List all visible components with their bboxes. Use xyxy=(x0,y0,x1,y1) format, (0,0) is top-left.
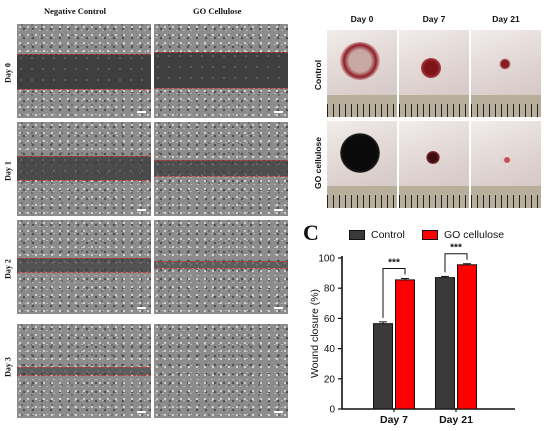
micrograph-go-cellulose-day-3 xyxy=(154,324,288,418)
column-header-go-cellulose: GO Cellulose xyxy=(193,6,242,16)
scale-bar xyxy=(137,411,146,413)
micrograph-control-day-0 xyxy=(17,24,151,118)
row-label-control: Control xyxy=(313,59,323,91)
bar-control-day-7 xyxy=(373,323,393,410)
micrograph-control-day-1 xyxy=(17,122,151,216)
bar-control-day-21 xyxy=(435,277,455,410)
micrograph-control-day-3 xyxy=(17,324,151,418)
legend-label-go-cellulose: GO cellulose xyxy=(444,229,505,241)
panel-letter-c: C xyxy=(303,220,319,245)
significance-bracket xyxy=(444,253,468,273)
y-tick-label: 60 xyxy=(324,314,336,325)
scale-bar xyxy=(274,209,283,211)
legend-item-control: Control xyxy=(349,229,405,241)
ruler xyxy=(471,95,541,117)
scale-bar xyxy=(274,307,283,309)
y-tick-label: 100 xyxy=(318,254,335,265)
wound-photo-control-day-21 xyxy=(471,30,541,117)
y-tick-label: 80 xyxy=(324,284,336,295)
y-tick-label: 20 xyxy=(324,374,336,385)
scale-bar xyxy=(137,209,146,211)
y-tick-label: 40 xyxy=(324,344,336,355)
row-label-day-3: Day 3 xyxy=(3,357,13,377)
row-label-day-1: Day 1 xyxy=(3,161,13,181)
column-header-day-21: Day 21 xyxy=(492,14,520,24)
ruler xyxy=(399,186,469,208)
micrograph-control-day-2 xyxy=(17,220,151,314)
micrograph-go-cellulose-day-1 xyxy=(154,122,288,216)
wound-photo-go-cellulose-day-21 xyxy=(471,121,541,208)
scale-bar xyxy=(137,111,146,113)
y-axis-label: Wound closure (%) xyxy=(309,289,321,378)
legend-label-control: Control xyxy=(371,229,405,241)
wound-photo-control-day-0 xyxy=(327,30,397,117)
micrograph-go-cellulose-day-0 xyxy=(154,24,288,118)
ruler xyxy=(327,95,397,117)
scale-bar xyxy=(274,411,283,413)
ruler xyxy=(399,95,469,117)
wound-photo-control-day-7 xyxy=(399,30,469,117)
ruler xyxy=(471,186,541,208)
column-header-negative-control: Negative Control xyxy=(44,6,106,16)
micrograph-go-cellulose-day-2 xyxy=(154,220,288,314)
x-tick-label: Day 7 xyxy=(380,414,408,426)
x-tick-label: Day 21 xyxy=(439,414,473,426)
column-header-day-7: Day 7 xyxy=(422,14,446,24)
scale-bar xyxy=(274,111,283,113)
significance-label: *** xyxy=(450,243,462,254)
y-tick-label: 0 xyxy=(329,405,335,416)
row-label-day-2: Day 2 xyxy=(3,259,13,279)
row-label-day-0: Day 0 xyxy=(3,63,13,83)
legend-swatch-go-cellulose xyxy=(422,230,438,240)
significance-bracket xyxy=(382,268,406,318)
scale-bar xyxy=(137,307,146,309)
bar-go-cellulose-day-21 xyxy=(457,264,477,410)
legend-swatch-control xyxy=(349,230,365,240)
row-label-go-cellulose: GO cellulose xyxy=(313,137,323,189)
wound-photo-go-cellulose-day-7 xyxy=(399,121,469,208)
column-header-day-0: Day 0 xyxy=(350,14,374,24)
ruler xyxy=(327,186,397,208)
wound-photo-go-cellulose-day-0 xyxy=(327,121,397,208)
significance-label: *** xyxy=(388,258,400,269)
legend-item-go-cellulose: GO cellulose xyxy=(422,229,504,241)
bar-go-cellulose-day-7 xyxy=(395,279,415,410)
